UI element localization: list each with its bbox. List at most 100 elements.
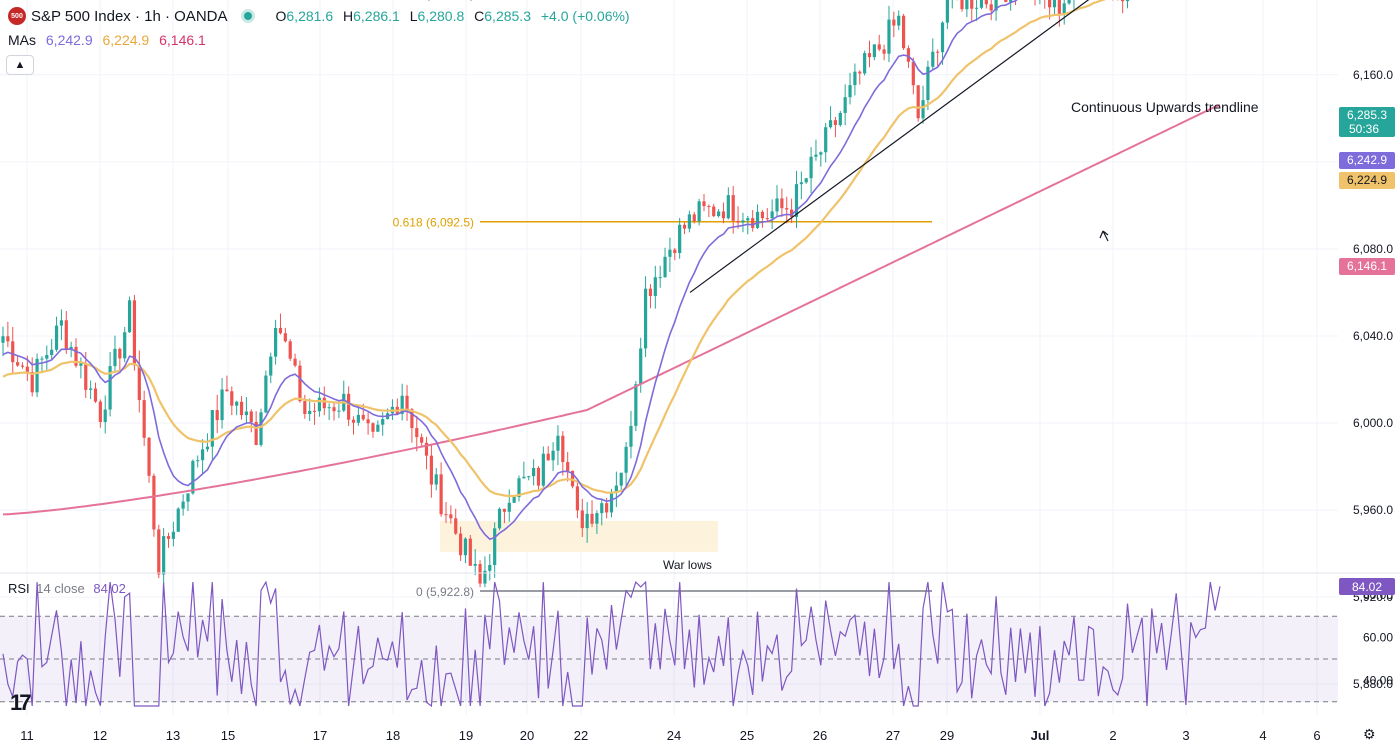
- candle-body: [147, 437, 151, 476]
- candle-body: [1052, 0, 1057, 8]
- candle-body: [322, 397, 326, 409]
- candle-body: [668, 249, 672, 257]
- candle-body: [30, 372, 34, 393]
- candle-body: [337, 410, 341, 412]
- candle-body: [283, 333, 287, 342]
- time-tick-label: 4: [1259, 728, 1266, 743]
- candle-body: [89, 388, 93, 390]
- candle-body: [517, 478, 521, 498]
- candle-body: [308, 410, 312, 414]
- price-tag: [1339, 172, 1395, 189]
- rsi-label[interactable]: RSI: [8, 581, 30, 596]
- candle-body: [488, 564, 492, 571]
- candle-body: [634, 384, 638, 426]
- time-tick-label: 26: [813, 728, 827, 743]
- time-tick-label: 13: [166, 728, 180, 743]
- candle-body: [454, 518, 458, 534]
- candle-body: [458, 533, 463, 556]
- chart-header: 500 S&P 500 Index · 1h · OANDA O6,281.6 …: [8, 6, 630, 26]
- price-tag-countdown: 50:36: [1349, 122, 1379, 136]
- candle-body: [843, 97, 847, 113]
- candle-body: [882, 49, 886, 54]
- trendline-label: Continuous Upwards trendline: [1071, 99, 1259, 115]
- price-tag-value: 6,146.1: [1347, 259, 1387, 273]
- close-value: 6,285.3: [484, 8, 531, 24]
- candle-body: [541, 453, 545, 486]
- candle-body: [994, 0, 998, 11]
- candle-body: [98, 401, 102, 422]
- ma200-value: 6,146.1: [159, 32, 206, 48]
- candle-body: [40, 358, 44, 360]
- candle-body: [775, 198, 779, 212]
- candle-body: [848, 85, 852, 98]
- candle-body: [527, 476, 531, 478]
- candle-body: [643, 288, 648, 349]
- candle-body: [483, 570, 487, 584]
- candle-body: [926, 66, 930, 101]
- candle-body: [658, 277, 662, 279]
- chevron-up-icon[interactable]: ▲: [6, 55, 34, 75]
- market-status-icon: [243, 12, 252, 20]
- candle-body: [59, 320, 64, 326]
- candle-body: [901, 15, 906, 49]
- price-tag-value: 6,224.9: [1347, 173, 1387, 187]
- candle-body: [274, 327, 278, 357]
- candle-body: [536, 467, 541, 486]
- candle-body: [50, 349, 54, 355]
- candle-body: [970, 0, 974, 9]
- candle-body: [595, 513, 599, 524]
- candle-body: [298, 365, 302, 402]
- ohlc-values: O6,281.6 H6,286.1 L6,280.8 C6,285.3 +4.0…: [270, 8, 630, 24]
- candle-body: [887, 19, 891, 54]
- candle-body: [765, 218, 769, 220]
- candle-body: [838, 112, 842, 125]
- open-label: O: [275, 8, 287, 24]
- candle-body: [648, 288, 653, 296]
- candle-body: [551, 450, 555, 461]
- time-tick-label: 6: [1313, 728, 1320, 743]
- candle-body: [858, 71, 862, 74]
- candle-body: [561, 435, 565, 463]
- candle-body: [1062, 3, 1066, 14]
- candle-body: [225, 389, 229, 392]
- price-tag: [1339, 152, 1395, 169]
- candle-body: [522, 476, 526, 479]
- candle-body: [79, 363, 83, 366]
- close-label: C: [474, 8, 485, 24]
- candle-body: [439, 474, 443, 515]
- price-tick-label: 5,880.0: [1353, 677, 1393, 691]
- candle-body: [142, 400, 146, 438]
- ma-label[interactable]: MAs: [8, 32, 36, 48]
- ma-legend: MAs 6,242.9 6,224.9 6,146.1: [8, 32, 212, 48]
- candle-body: [629, 425, 633, 447]
- candle-body: [347, 393, 351, 420]
- candle-body: [269, 356, 273, 376]
- tradingview-logo[interactable]: 17: [10, 690, 32, 715]
- candle-body: [11, 341, 15, 363]
- gear-icon[interactable]: ⚙: [1363, 726, 1376, 742]
- candle-body: [770, 211, 774, 219]
- candle-body: [230, 391, 234, 406]
- ma50-value: 6,224.9: [102, 32, 150, 48]
- rsi-legend: RSI 14 close 84.02: [8, 581, 126, 596]
- candle-body: [69, 346, 73, 349]
- candle-body: [20, 365, 25, 367]
- war-lows-zone: [440, 520, 718, 552]
- rsi-value: 84.02: [93, 581, 126, 596]
- rsi-tag: [1339, 578, 1395, 595]
- rsi-tick-label: 40.00: [1363, 673, 1393, 687]
- candle-body: [1009, 0, 1013, 2]
- candle-body: [327, 407, 331, 409]
- rsi-line: [2, 580, 1221, 708]
- candle-body: [507, 502, 511, 512]
- candle-body: [931, 51, 935, 67]
- symbol-title[interactable]: S&P 500 Index · 1h · OANDA: [31, 7, 228, 25]
- ma20-value: 6,242.9: [45, 32, 93, 48]
- candle-body: [332, 407, 336, 412]
- price-tick-label: 6,000.0: [1353, 416, 1393, 430]
- candle-body: [853, 71, 857, 86]
- candle-body: [916, 85, 920, 119]
- candle-body: [940, 22, 945, 53]
- candle-body: [682, 224, 687, 229]
